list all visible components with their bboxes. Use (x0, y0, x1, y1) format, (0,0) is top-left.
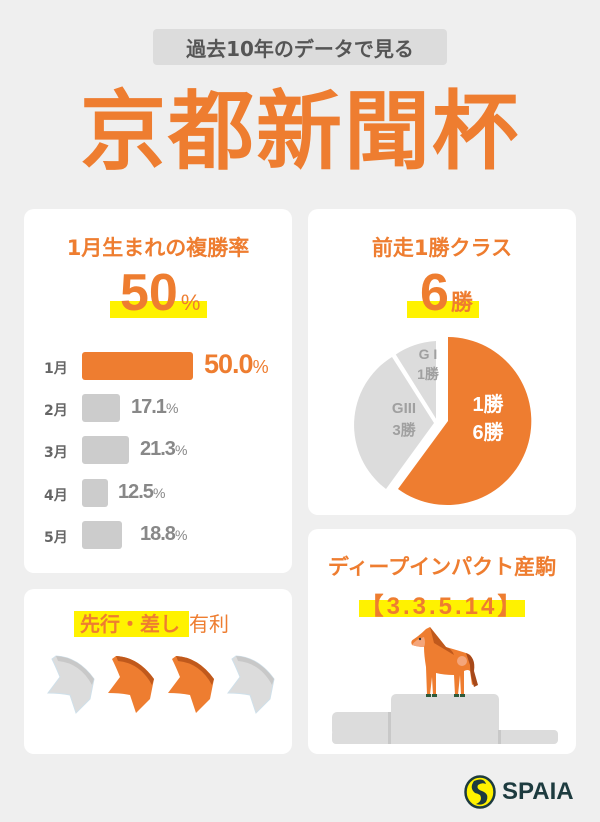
spaia-logo-text: SPAIA (502, 778, 574, 805)
pie-chart (354, 337, 532, 505)
bar-row-apr: 4月 12.5% (24, 479, 292, 509)
big-stat: 6勝 (420, 264, 473, 332)
pie-label-g1: G I 1勝 (417, 346, 439, 382)
sire-card: ディープインパクト産駒 【3.3.5.14】 (308, 529, 576, 754)
horse-icon (411, 627, 478, 697)
bar-value: 17.1% (131, 396, 179, 418)
birth-month-card: 1月生まれの複勝率 50% 1月 50.0% 2月 17.1% 3月 21.3%… (24, 209, 292, 573)
horse-head-icon (227, 655, 275, 714)
spaia-logo: SPAIA (464, 775, 574, 809)
horse-head-icon (168, 656, 214, 713)
big-stat-value: 50 (120, 264, 178, 322)
subtitle-text: 過去10年のデータで見る (186, 36, 414, 61)
podium-icon (332, 694, 558, 744)
pie-slice-g3 (354, 357, 434, 489)
bar-apr (82, 479, 108, 507)
bar-label: 4月 (44, 488, 68, 504)
bar-value: 21.3% (140, 438, 188, 460)
pie-slice-1win (398, 337, 532, 505)
bar-row-jan: 1月 50.0% (24, 349, 292, 382)
bar-row-mar: 3月 21.3% (24, 436, 292, 466)
bar-value: 12.5% (118, 481, 166, 503)
bar-label: 2月 (44, 403, 68, 419)
highlight-bar (110, 301, 207, 318)
card-title: 1月生まれの複勝率 (66, 236, 250, 260)
card-title: 先行・差し 有利 (80, 612, 229, 636)
big-stat-unit: % (180, 290, 201, 315)
bar-feb (82, 394, 120, 422)
bar-row-feb: 2月 17.1% (24, 394, 292, 424)
pie-label-1win: 1勝 6勝 (472, 394, 504, 444)
bar-label: 5月 (44, 530, 68, 546)
page-title: 京都新聞杯 (80, 81, 520, 182)
highlight-bar (407, 301, 479, 318)
big-stat-value: 6 (420, 264, 449, 322)
record-text: 【3.3.5.14】 (359, 593, 525, 620)
bar-value: 18.8% (140, 523, 188, 545)
horse-head-icon (108, 656, 154, 713)
big-stat-unit: 勝 (450, 290, 473, 315)
horse-head-icon (47, 655, 95, 714)
pie-label-g3: GIII 3勝 (391, 400, 417, 439)
card-title: ディープインパクト産駒 (327, 555, 557, 579)
bar-label: 3月 (44, 445, 68, 461)
spaia-logo-icon (464, 775, 496, 809)
bar-label: 1月 (44, 361, 68, 377)
bar-jan (82, 352, 193, 380)
bar-row-may: 5月 18.8% (24, 521, 292, 551)
card-title: 前走1勝クラス (371, 236, 513, 260)
bar-value: 50.0% (204, 349, 269, 379)
pie-slice-g1 (395, 341, 436, 421)
big-stat: 50% (120, 264, 200, 332)
prev-race-card: 前走1勝クラス 6勝 1勝 6勝 GIII 3勝 G I 1勝 (308, 209, 576, 515)
highlight-bar (74, 611, 189, 637)
bar-may (82, 521, 122, 549)
bar-mar (82, 436, 129, 464)
running-style-card: 先行・差し 有利 (24, 589, 292, 754)
subtitle-pill: 過去10年のデータで見る (153, 29, 447, 65)
highlight-bar (359, 600, 525, 617)
